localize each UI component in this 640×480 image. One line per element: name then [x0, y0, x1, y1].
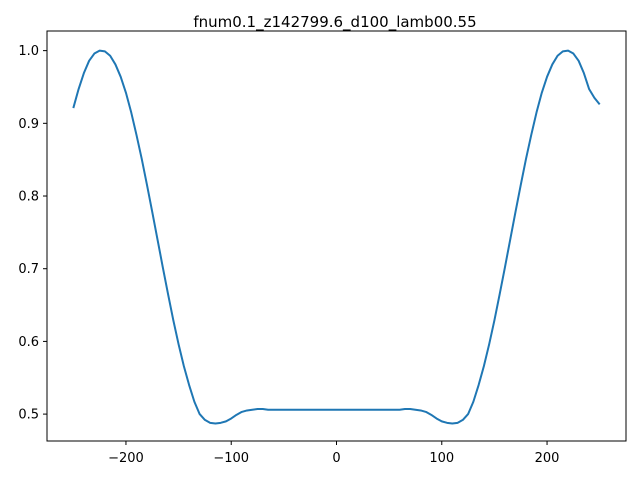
chart-title: fnum0.1_z142799.6_d100_lamb00.55 [193, 13, 476, 32]
y-tick-label: 0.9 [18, 117, 39, 132]
x-tick-label: −200 [108, 451, 144, 466]
y-tick-label: 0.5 [18, 408, 39, 423]
y-tick-label: 1.0 [18, 44, 39, 59]
plot-frame [46, 30, 627, 442]
x-axis: −200 −100 0 100 200 [108, 441, 559, 466]
y-axis: 0.5 0.6 0.7 0.8 0.9 1.0 [18, 44, 47, 423]
x-tick-label: 100 [429, 451, 454, 466]
y-tick-label: 0.6 [18, 335, 39, 350]
x-tick-label: 200 [535, 451, 560, 466]
y-tick-label: 0.7 [18, 262, 39, 277]
x-tick-label: −100 [213, 451, 249, 466]
y-tick-label: 0.8 [18, 190, 39, 205]
x-tick-label: 0 [332, 451, 340, 466]
series-line [72, 49, 601, 425]
